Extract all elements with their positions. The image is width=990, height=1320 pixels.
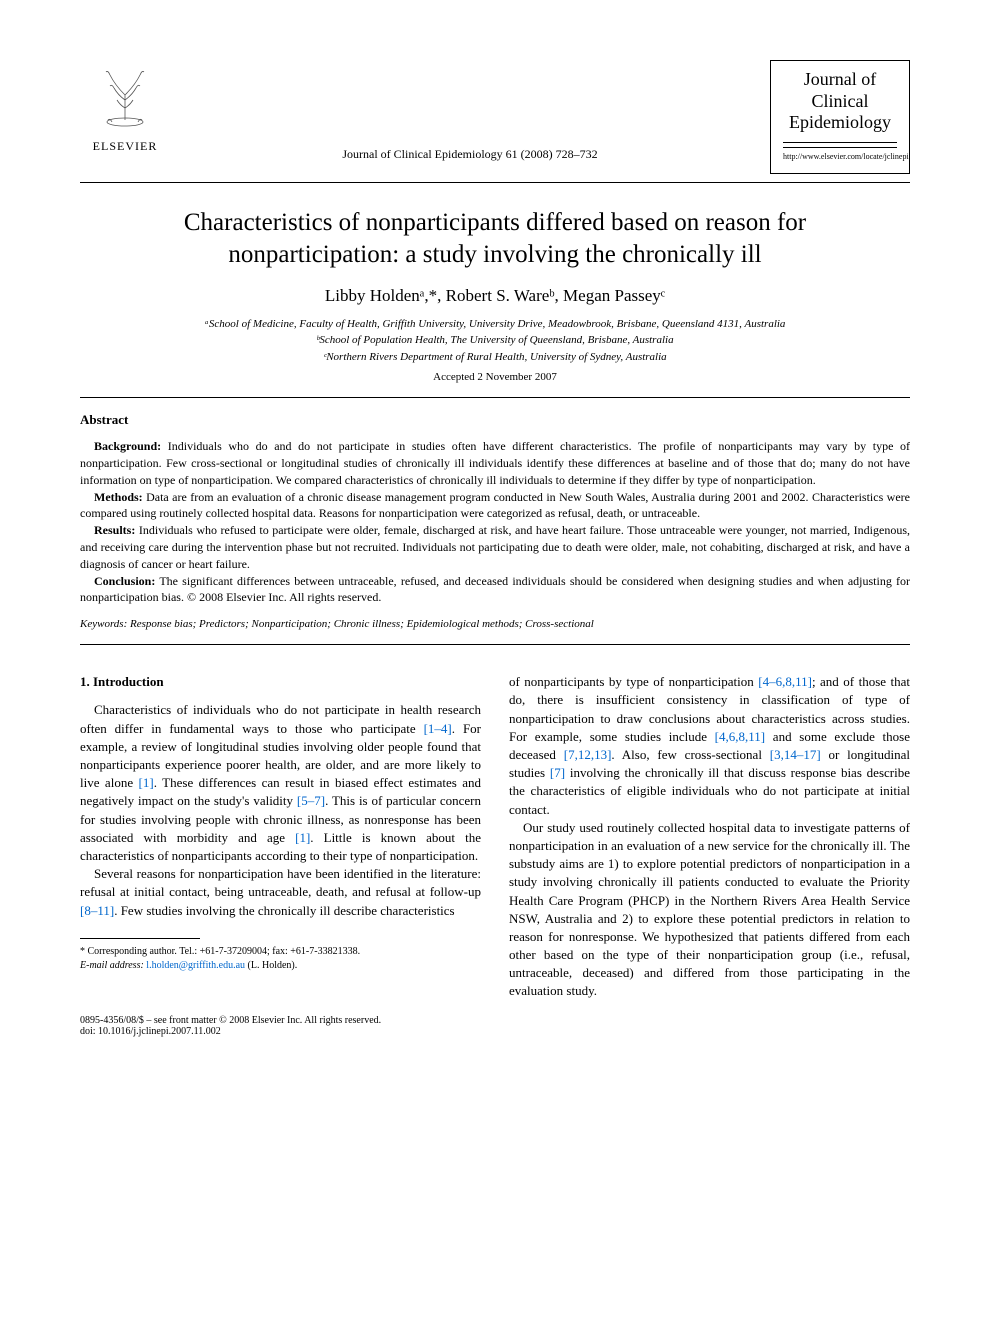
- intro-paragraph: Several reasons for nonparticipation hav…: [80, 865, 481, 920]
- citation-link[interactable]: [4–6,8,11]: [758, 674, 812, 689]
- corresponding-author-footnote: * Corresponding author. Tel.: +61-7-3720…: [80, 945, 481, 973]
- abstract-results: Results: Individuals who refused to part…: [80, 522, 910, 572]
- conclusion-label: Conclusion:: [94, 574, 155, 588]
- citation-link[interactable]: [4,6,8,11]: [715, 729, 765, 744]
- keywords: Keywords: Response bias; Predictors; Non…: [80, 618, 910, 630]
- journal-title-box: Journal of Clinical Epidemiology http://…: [770, 60, 910, 174]
- results-text: Individuals who refused to participate w…: [80, 523, 910, 571]
- section-heading: 1. Introduction: [80, 673, 481, 691]
- intro-paragraph-continued: of nonparticipants by type of nonpartici…: [509, 673, 910, 819]
- abstract-conclusion: Conclusion: The significant differences …: [80, 573, 910, 607]
- divider: [80, 182, 910, 183]
- email-line: E-mail address: l.holden@griffith.edu.au…: [80, 959, 481, 973]
- affiliation: ᵇSchool of Population Health, The Univer…: [80, 332, 910, 349]
- body-text: Several reasons for nonparticipation hav…: [80, 866, 481, 899]
- divider: [783, 142, 897, 143]
- conclusion-text: The significant differences between untr…: [80, 574, 910, 605]
- citation-link[interactable]: [1]: [295, 830, 310, 845]
- publisher-logo-block: ELSEVIER: [80, 60, 170, 154]
- background-label: Background:: [94, 439, 161, 453]
- body-columns: 1. Introduction Characteristics of indiv…: [80, 673, 910, 1000]
- journal-title-line: Journal of: [783, 69, 897, 91]
- abstract-heading: Abstract: [80, 412, 910, 428]
- citation-link[interactable]: [7]: [550, 765, 565, 780]
- citation-link[interactable]: [1–4]: [424, 721, 452, 736]
- email-label: E-mail address:: [80, 960, 144, 971]
- journal-title-line: Epidemiology: [783, 112, 897, 134]
- footer-left: 0895-4356/08/$ – see front matter © 2008…: [80, 1015, 381, 1037]
- authors: Libby Holdenᵃ,*, Robert S. Wareᵇ, Megan …: [80, 286, 910, 306]
- divider: [80, 644, 910, 645]
- accepted-date: Accepted 2 November 2007: [80, 371, 910, 383]
- abstract-background: Background: Individuals who do and do no…: [80, 438, 910, 488]
- results-label: Results:: [94, 523, 135, 537]
- elsevier-tree-icon: [90, 60, 160, 130]
- page-footer: 0895-4356/08/$ – see front matter © 2008…: [80, 1015, 910, 1037]
- body-text: . Few studies involving the chronically …: [114, 903, 454, 918]
- affiliation: ᵃSchool of Medicine, Faculty of Health, …: [80, 316, 910, 333]
- background-text: Individuals who do and do not participat…: [80, 439, 910, 487]
- article-title: Characteristics of nonparticipants diffe…: [140, 207, 850, 272]
- body-text: of nonparticipants by type of nonpartici…: [509, 674, 758, 689]
- methods-text: Data are from an evaluation of a chronic…: [80, 490, 910, 521]
- methods-label: Methods:: [94, 490, 143, 504]
- affiliations: ᵃSchool of Medicine, Faculty of Health, …: [80, 316, 910, 366]
- column-left: 1. Introduction Characteristics of indiv…: [80, 673, 481, 1000]
- journal-url[interactable]: http://www.elsevier.com/locate/jclinepi: [783, 152, 897, 161]
- copyright-line: 0895-4356/08/$ – see front matter © 2008…: [80, 1015, 381, 1026]
- abstract-methods: Methods: Data are from an evaluation of …: [80, 489, 910, 523]
- divider: [783, 147, 897, 148]
- citation-link[interactable]: [5–7]: [297, 793, 325, 808]
- journal-reference: Journal of Clinical Epidemiology 61 (200…: [342, 147, 597, 162]
- journal-title-line: Clinical: [783, 91, 897, 113]
- citation-link[interactable]: [3,14–17]: [770, 747, 821, 762]
- column-right: of nonparticipants by type of nonpartici…: [509, 673, 910, 1000]
- citation-link[interactable]: [8–11]: [80, 903, 114, 918]
- body-text: Characteristics of individuals who do no…: [80, 702, 481, 735]
- doi-line: doi: 10.1016/j.jclinepi.2007.11.002: [80, 1026, 381, 1037]
- citation-link[interactable]: [1]: [139, 775, 154, 790]
- intro-paragraph: Our study used routinely collected hospi…: [509, 819, 910, 1001]
- page-header: ELSEVIER Journal of Clinical Epidemiolog…: [80, 60, 910, 174]
- email-suffix: (L. Holden).: [245, 960, 297, 971]
- affiliation: ᶜNorthern Rivers Department of Rural Hea…: [80, 349, 910, 366]
- abstract-body: Background: Individuals who do and do no…: [80, 438, 910, 606]
- journal-box-title: Journal of Clinical Epidemiology: [783, 69, 897, 134]
- footnote-separator: [80, 938, 200, 939]
- divider: [80, 397, 910, 398]
- publisher-name: ELSEVIER: [80, 139, 170, 154]
- corresponding-line: * Corresponding author. Tel.: +61-7-3720…: [80, 945, 481, 959]
- email-link[interactable]: l.holden@griffith.edu.au: [144, 960, 245, 971]
- keywords-label: Keywords:: [80, 618, 127, 630]
- keywords-text: Response bias; Predictors; Nonparticipat…: [127, 618, 594, 630]
- body-text: . Also, few cross-sectional: [611, 747, 769, 762]
- intro-paragraph: Characteristics of individuals who do no…: [80, 701, 481, 865]
- citation-link[interactable]: [7,12,13]: [564, 747, 612, 762]
- body-text: involving the chronically ill that discu…: [509, 765, 910, 816]
